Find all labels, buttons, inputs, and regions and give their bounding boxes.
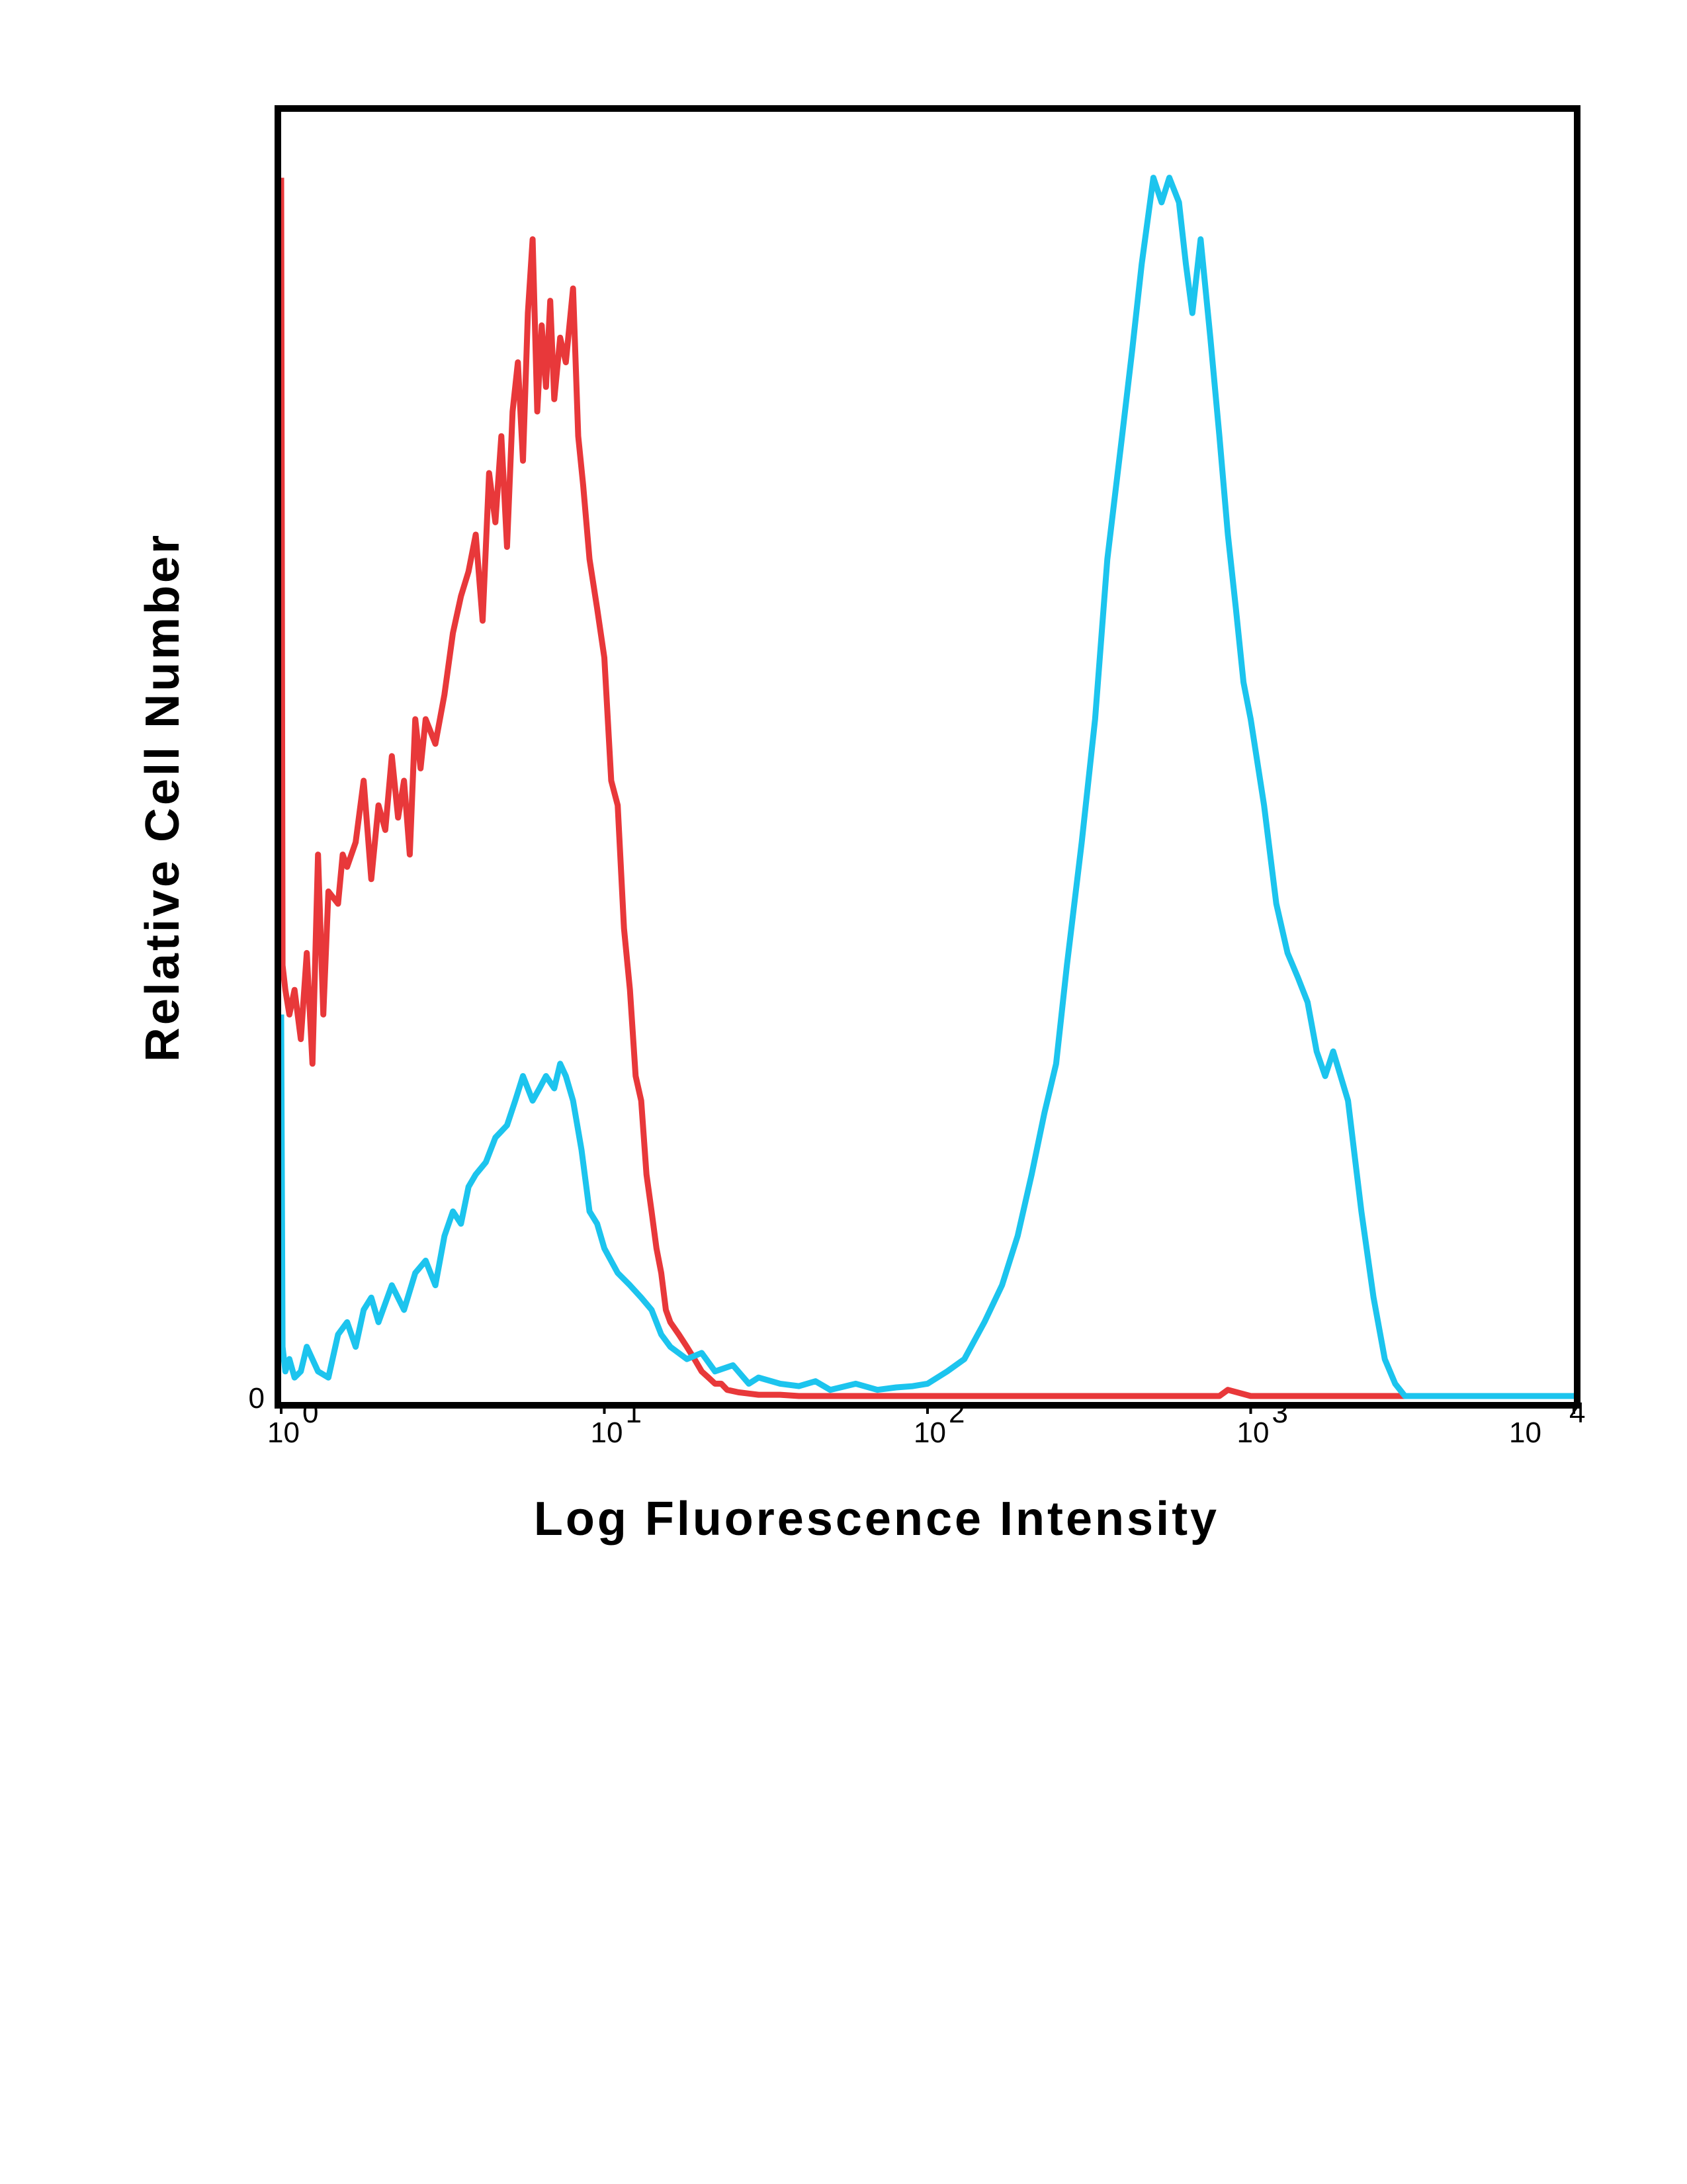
histogram-series-2 bbox=[278, 175, 1574, 1399]
x-tick-label: 10 bbox=[267, 1417, 300, 1449]
x-tick-exponent: 0 bbox=[302, 1397, 318, 1429]
plot-frame bbox=[275, 105, 1580, 1409]
x-axis-title: Log Fluorescence Intensity bbox=[534, 1493, 1219, 1546]
x-tick-exponent: 1 bbox=[626, 1397, 642, 1429]
y-axis-title: Relative Cell Number bbox=[136, 533, 189, 1062]
x-tick-exponent: 2 bbox=[949, 1397, 965, 1429]
x-tick-exponent: 4 bbox=[1569, 1397, 1585, 1429]
x-tick-exponent: 3 bbox=[1272, 1397, 1288, 1429]
x-tick-label: 10 bbox=[1509, 1417, 1541, 1449]
x-tick-label: 10 bbox=[591, 1417, 623, 1449]
x-tick-label: 10 bbox=[1237, 1417, 1270, 1449]
x-tick-label: 10 bbox=[914, 1417, 946, 1449]
histogram-series-1 bbox=[278, 177, 1574, 1399]
y-tick-label: 0 bbox=[249, 1382, 265, 1415]
tick-layer bbox=[280, 1402, 1575, 1414]
series-layer bbox=[278, 175, 1574, 1399]
